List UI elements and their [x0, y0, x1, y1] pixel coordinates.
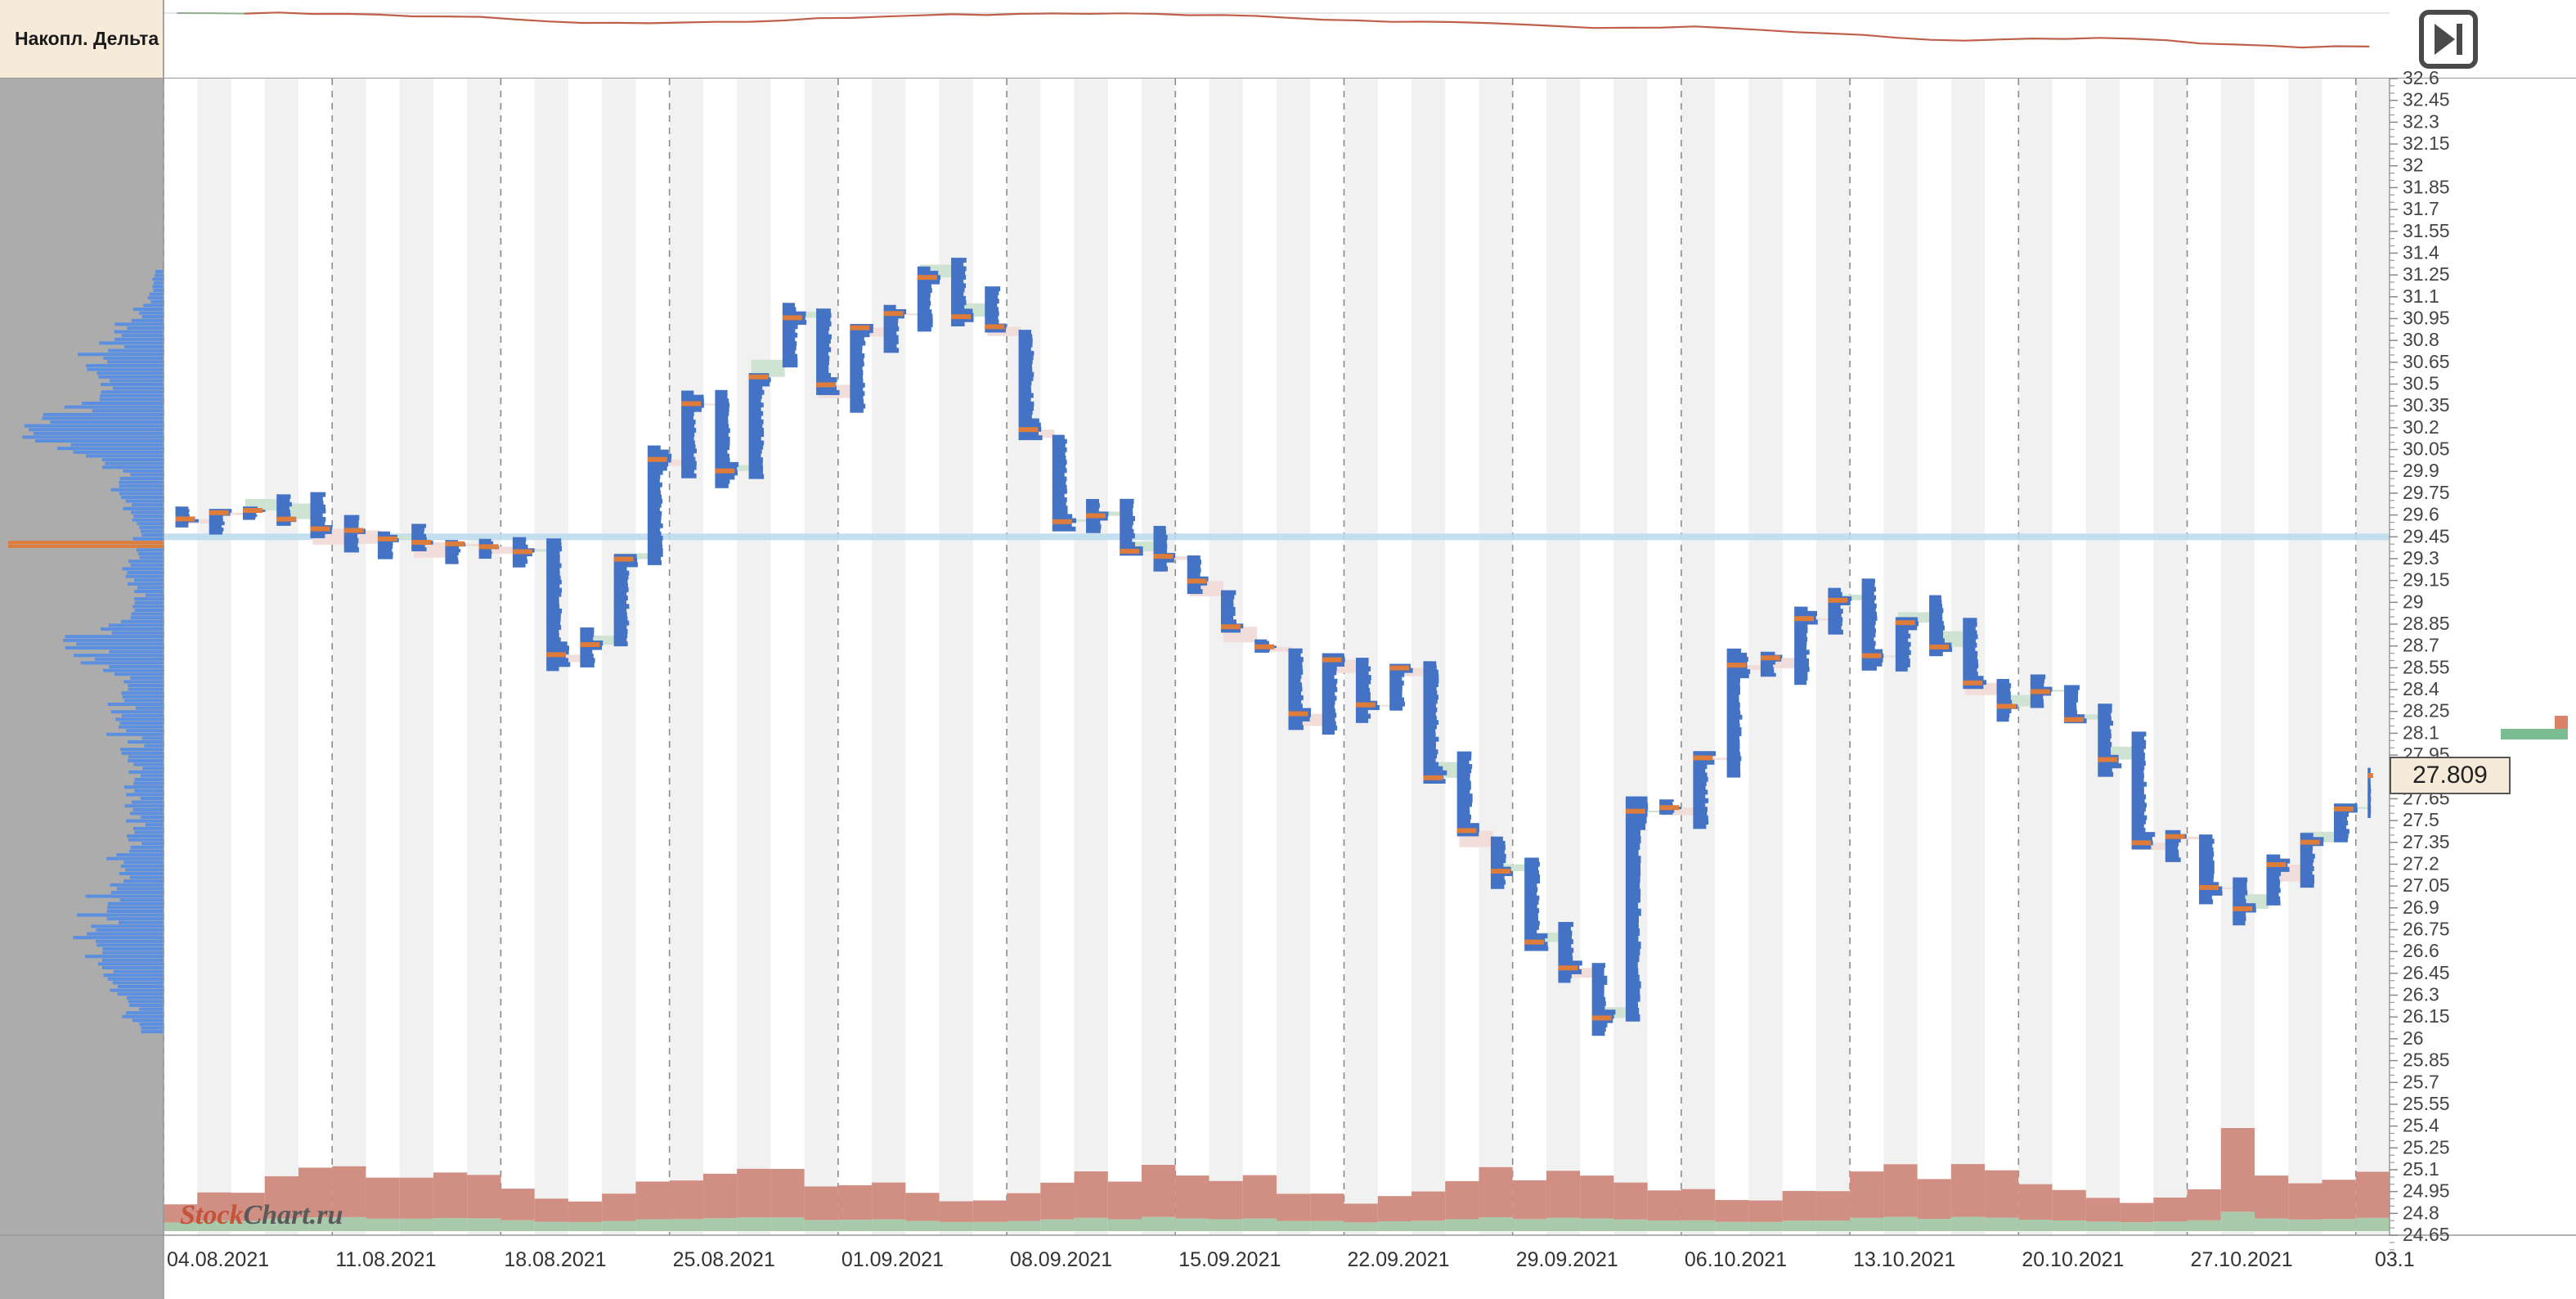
svg-text:30.95: 30.95 — [2403, 307, 2450, 328]
svg-text:27.10.2021: 27.10.2021 — [2191, 1248, 2293, 1271]
svg-text:24.8: 24.8 — [2403, 1202, 2439, 1223]
svg-text:30.2: 30.2 — [2403, 416, 2439, 438]
svg-text:31.25: 31.25 — [2403, 263, 2450, 285]
svg-text:28.1: 28.1 — [2403, 721, 2439, 743]
svg-text:04.08.2021: 04.08.2021 — [167, 1248, 269, 1271]
svg-text:30.5: 30.5 — [2403, 373, 2439, 394]
svg-text:08.09.2021: 08.09.2021 — [1010, 1248, 1112, 1271]
svg-text:29.15: 29.15 — [2403, 569, 2450, 591]
svg-text:24.95: 24.95 — [2403, 1180, 2450, 1202]
svg-text:26.75: 26.75 — [2403, 918, 2450, 939]
svg-text:25.25: 25.25 — [2403, 1136, 2450, 1157]
svg-text:22.09.2021: 22.09.2021 — [1347, 1248, 1449, 1271]
svg-text:32.45: 32.45 — [2403, 89, 2450, 110]
svg-text:StockChart.ru: StockChart.ru — [180, 1200, 343, 1230]
svg-text:27.05: 27.05 — [2403, 874, 2450, 896]
svg-text:31.4: 31.4 — [2403, 241, 2439, 263]
svg-text:29: 29 — [2403, 591, 2424, 612]
svg-text:28.85: 28.85 — [2403, 613, 2450, 634]
svg-text:28.55: 28.55 — [2403, 656, 2450, 677]
svg-text:28.7: 28.7 — [2403, 635, 2439, 656]
svg-text:30.65: 30.65 — [2403, 351, 2450, 372]
svg-text:32: 32 — [2403, 155, 2424, 176]
svg-text:26.3: 26.3 — [2403, 984, 2439, 1005]
svg-text:32.6: 32.6 — [2403, 67, 2439, 88]
svg-text:29.9: 29.9 — [2403, 460, 2439, 481]
svg-text:25.1: 25.1 — [2403, 1158, 2439, 1180]
svg-text:13.10.2021: 13.10.2021 — [1853, 1248, 1955, 1271]
svg-text:25.55: 25.55 — [2403, 1093, 2450, 1114]
svg-text:18.08.2021: 18.08.2021 — [504, 1248, 606, 1271]
svg-text:24.65: 24.65 — [2403, 1224, 2450, 1245]
svg-text:30.35: 30.35 — [2403, 394, 2450, 416]
svg-text:06.10.2021: 06.10.2021 — [1685, 1248, 1787, 1271]
svg-text:31.55: 31.55 — [2403, 220, 2450, 241]
svg-text:20.10.2021: 20.10.2021 — [2022, 1248, 2124, 1271]
svg-text:27.2: 27.2 — [2403, 852, 2439, 874]
svg-text:26.45: 26.45 — [2403, 962, 2450, 983]
svg-text:26.15: 26.15 — [2403, 1005, 2450, 1027]
svg-text:27.35: 27.35 — [2403, 831, 2450, 852]
svg-text:01.09.2021: 01.09.2021 — [841, 1248, 944, 1271]
svg-text:25.08.2021: 25.08.2021 — [673, 1248, 775, 1271]
svg-text:26.6: 26.6 — [2403, 940, 2439, 961]
svg-text:30.8: 30.8 — [2403, 329, 2439, 350]
svg-text:29.75: 29.75 — [2403, 482, 2450, 503]
svg-text:25.4: 25.4 — [2403, 1115, 2439, 1136]
svg-text:32.15: 32.15 — [2403, 133, 2450, 154]
svg-text:25.7: 25.7 — [2403, 1071, 2439, 1092]
svg-text:25.85: 25.85 — [2403, 1050, 2450, 1071]
svg-text:28.25: 28.25 — [2403, 700, 2450, 721]
svg-text:26: 26 — [2403, 1027, 2424, 1049]
svg-text:27.5: 27.5 — [2403, 809, 2439, 830]
svg-text:29.09.2021: 29.09.2021 — [1516, 1248, 1618, 1271]
svg-text:29.3: 29.3 — [2403, 547, 2439, 569]
svg-text:26.9: 26.9 — [2403, 897, 2439, 918]
svg-text:11.08.2021: 11.08.2021 — [335, 1248, 436, 1271]
svg-text:31.7: 31.7 — [2403, 198, 2439, 219]
svg-text:31.85: 31.85 — [2403, 176, 2450, 197]
svg-text:15.09.2021: 15.09.2021 — [1178, 1248, 1281, 1271]
svg-text:32.3: 32.3 — [2403, 110, 2439, 132]
svg-text:29.45: 29.45 — [2403, 525, 2450, 546]
svg-text:29.6: 29.6 — [2403, 504, 2439, 525]
svg-text:30.05: 30.05 — [2403, 438, 2450, 460]
svg-text:28.4: 28.4 — [2403, 678, 2439, 699]
svg-text:03.1: 03.1 — [2375, 1248, 2415, 1271]
svg-text:31.1: 31.1 — [2403, 285, 2439, 307]
